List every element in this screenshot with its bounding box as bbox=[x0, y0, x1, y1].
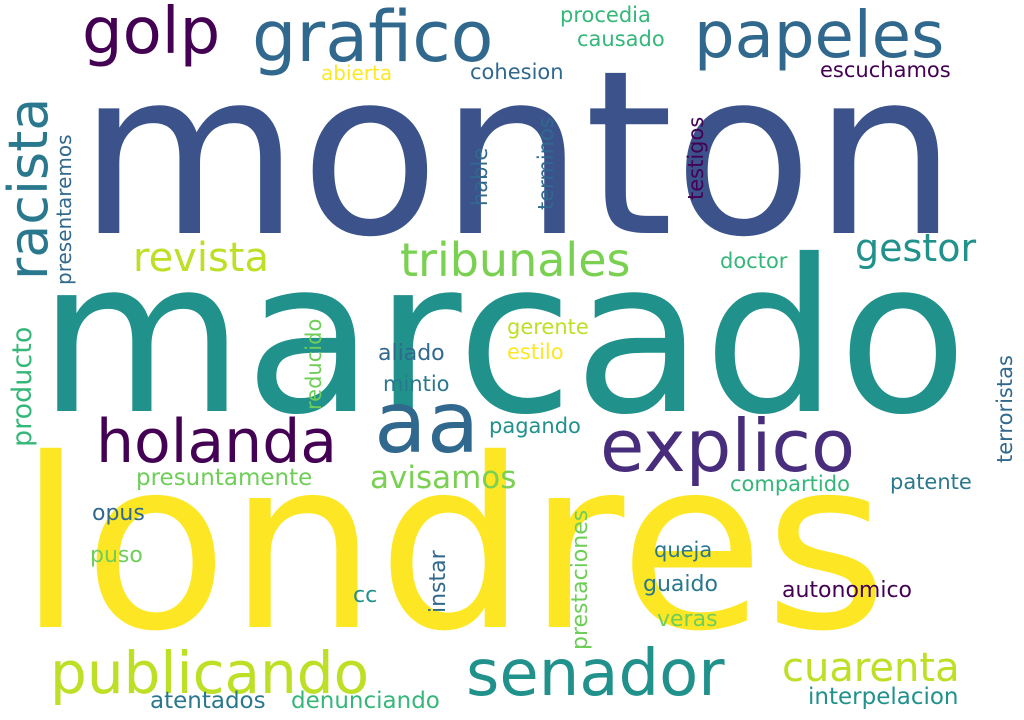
word-escuchamos: escuchamos bbox=[820, 58, 951, 82]
word-londres: londres bbox=[18, 408, 888, 683]
word-cc: cc bbox=[353, 583, 378, 608]
word-atentados: atentados bbox=[150, 688, 266, 714]
word-procedia: procedia bbox=[560, 3, 651, 27]
word-cohesion: cohesion bbox=[470, 60, 564, 84]
word-terminos: terminos bbox=[534, 117, 558, 210]
word-grafico: grafico bbox=[252, 0, 494, 78]
word-producto: producto bbox=[7, 326, 38, 447]
word-estilo: estilo bbox=[507, 340, 564, 364]
word-terroristas: terroristas bbox=[993, 355, 1017, 463]
word-patente: patente bbox=[890, 470, 972, 494]
word-autonomico: autonomico bbox=[782, 578, 913, 603]
word-gerente: gerente bbox=[507, 315, 589, 339]
word-gestor: gestor bbox=[855, 226, 977, 270]
word-compartido: compartido bbox=[730, 472, 850, 496]
word-senador: senador bbox=[466, 637, 725, 711]
word-monton: monton bbox=[78, 21, 958, 287]
word-testigos: testigos bbox=[684, 116, 708, 200]
word-presuntamente: presuntamente bbox=[136, 465, 313, 491]
word-queja: queja bbox=[654, 538, 713, 562]
word-presentaremos: presentaremos bbox=[52, 134, 76, 285]
word-revista: revista bbox=[133, 235, 269, 281]
word-denunciando: denunciando bbox=[291, 688, 440, 714]
word-guaido: guaido bbox=[643, 572, 718, 597]
word-papeles: papeles bbox=[694, 0, 945, 73]
word-opus: opus bbox=[92, 501, 145, 526]
word-tribunales: tribunales bbox=[400, 233, 631, 287]
word-veras: veras bbox=[657, 607, 718, 632]
word-racista: racista bbox=[0, 97, 60, 280]
word-reducido: reducido bbox=[302, 318, 326, 410]
word-cuarenta: cuarenta bbox=[782, 645, 960, 691]
word-publicando: publicando bbox=[50, 639, 370, 707]
word-aliado: aliado bbox=[378, 341, 445, 366]
word-pagando: pagando bbox=[489, 414, 581, 438]
word-golp: golp bbox=[82, 0, 221, 69]
word-avisamos: avisamos bbox=[370, 460, 517, 496]
word-marcado: marcado bbox=[38, 214, 968, 461]
word-explico: explico bbox=[600, 404, 855, 488]
word-mintio: mintio bbox=[383, 372, 450, 396]
word-holanda: holanda bbox=[96, 407, 338, 477]
word-causado: causado bbox=[577, 27, 665, 51]
word-interpelacion: interpelacion bbox=[808, 684, 959, 710]
word-instar: instar bbox=[426, 550, 451, 613]
word-puso: puso bbox=[90, 543, 143, 568]
word-abierta: abierta bbox=[321, 61, 393, 85]
word-hable: hable bbox=[468, 147, 492, 206]
word-doctor: doctor bbox=[720, 249, 788, 273]
word-aa: aa bbox=[374, 373, 480, 473]
word-prestaciones: prestaciones bbox=[568, 509, 593, 650]
